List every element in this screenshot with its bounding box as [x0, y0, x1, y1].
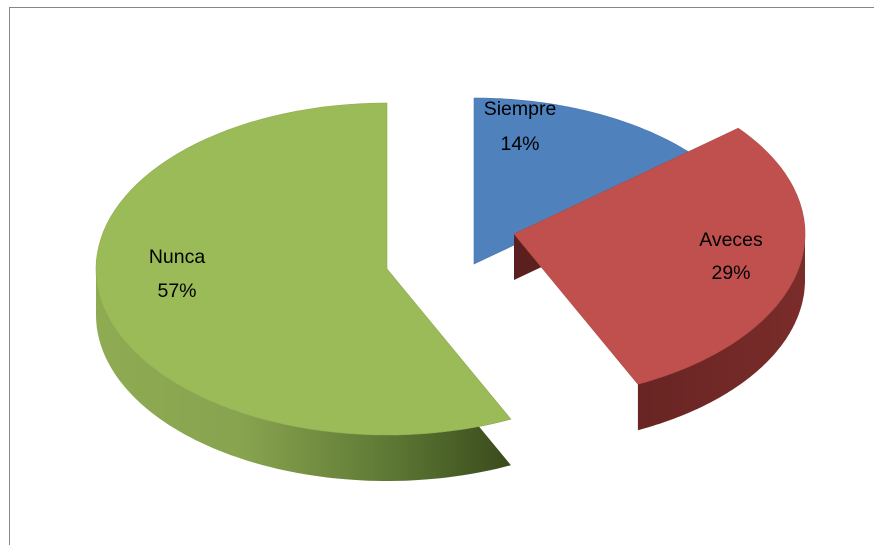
pie-label-siempre-value: 14% — [500, 133, 539, 155]
pie-label-aveces-name: Aveces — [699, 229, 763, 251]
pie-slice-nunca-top — [95, 102, 512, 436]
pie-label-nunca-name: Nunca — [149, 246, 206, 268]
pie-label-aveces-value: 29% — [711, 262, 750, 284]
pie-slice-siempre-top — [473, 97, 699, 265]
pie-slice-aveces: Aveces 29% — [513, 127, 806, 431]
pie-label-siempre-name: Siempre — [484, 98, 557, 120]
pie-slice-nunca-side — [96, 103, 511, 481]
pie-slice-aveces-top — [513, 127, 806, 385]
pie-label-nunca-value: 57% — [157, 280, 196, 302]
pie-slice-nunca: Nunca 57% — [95, 102, 512, 481]
pie-slice-siempre: Siempre 14% — [473, 97, 699, 265]
